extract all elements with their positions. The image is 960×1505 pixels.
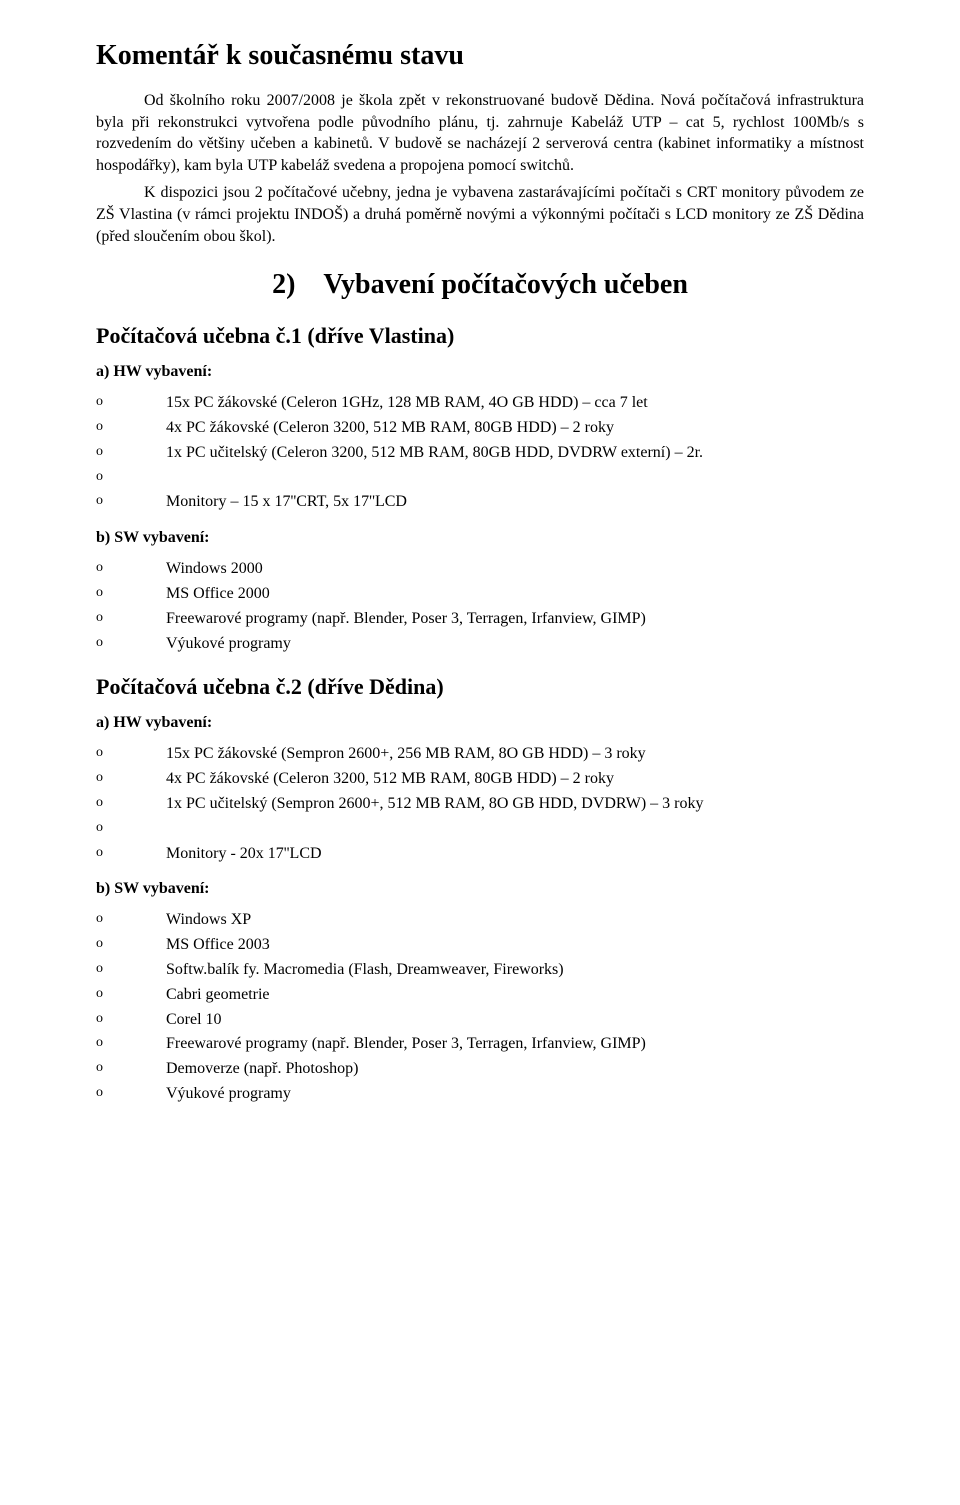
ucebna1-title: Počítačová učebna č.1 (dříve Vlastina) bbox=[96, 323, 864, 349]
ucebna2-hw-list: 15x PC žákovské (Sempron 2600+, 256 MB R… bbox=[96, 742, 864, 866]
ucebna1-hw-list: 15x PC žákovské (Celeron 1GHz, 128 MB RA… bbox=[96, 391, 864, 515]
list-item: 15x PC žákovské (Celeron 1GHz, 128 MB RA… bbox=[96, 391, 864, 416]
list-item: MS Office 2000 bbox=[96, 582, 864, 607]
ucebna1-hw-label: a) HW vybavení: bbox=[96, 363, 864, 381]
section-2-title: 2) Vybavení počítačových učeben bbox=[96, 269, 864, 301]
list-item: Demoverze (např. Photoshop) bbox=[96, 1057, 864, 1082]
list-item: Výukové programy bbox=[96, 1082, 864, 1107]
page: Komentář k současnému stavu Od školního … bbox=[0, 0, 960, 1505]
list-item: Freewarové programy (např. Blender, Pose… bbox=[96, 1032, 864, 1057]
ucebna2-hw-label: a) HW vybavení: bbox=[96, 714, 864, 732]
ucebna1-sw-label: b) SW vybavení: bbox=[96, 529, 864, 547]
list-item: Monitory – 15 x 17''CRT, 5x 17''LCD bbox=[96, 490, 864, 515]
list-item: Corel 10 bbox=[96, 1008, 864, 1033]
list-item: 4x PC žákovské (Celeron 3200, 512 MB RAM… bbox=[96, 416, 864, 441]
list-item: Monitory - 20x 17''LCD bbox=[96, 842, 864, 867]
list-item: MS Office 2003 bbox=[96, 933, 864, 958]
list-item: 4x PC žákovské (Celeron 3200, 512 MB RAM… bbox=[96, 767, 864, 792]
ucebna2-title: Počítačová učebna č.2 (dříve Dědina) bbox=[96, 674, 864, 700]
ucebna1-sw-list: Windows 2000 MS Office 2000 Freewarové p… bbox=[96, 557, 864, 656]
list-item: Výukové programy bbox=[96, 632, 864, 657]
list-item: Freewarové programy (např. Blender, Pose… bbox=[96, 607, 864, 632]
intro-paragraph-2: K dispozici jsou 2 počítačové učebny, je… bbox=[96, 182, 864, 247]
page-title: Komentář k současnému stavu bbox=[96, 40, 864, 72]
list-item: 15x PC žákovské (Sempron 2600+, 256 MB R… bbox=[96, 742, 864, 767]
list-item: Cabri geometrie bbox=[96, 983, 864, 1008]
ucebna2-sw-list: Windows XP MS Office 2003 Softw.balík fy… bbox=[96, 908, 864, 1106]
intro-paragraph-1: Od školního roku 2007/2008 je škola zpět… bbox=[96, 90, 864, 176]
list-item bbox=[96, 466, 864, 491]
list-item: Softw.balík fy. Macromedia (Flash, Dream… bbox=[96, 958, 864, 983]
list-item: 1x PC učitelský (Celeron 3200, 512 MB RA… bbox=[96, 441, 864, 466]
ucebna2-sw-label: b) SW vybavení: bbox=[96, 880, 864, 898]
list-item bbox=[96, 817, 864, 842]
list-item: Windows 2000 bbox=[96, 557, 864, 582]
list-item: 1x PC učitelský (Sempron 2600+, 512 MB R… bbox=[96, 792, 864, 817]
list-item: Windows XP bbox=[96, 908, 864, 933]
